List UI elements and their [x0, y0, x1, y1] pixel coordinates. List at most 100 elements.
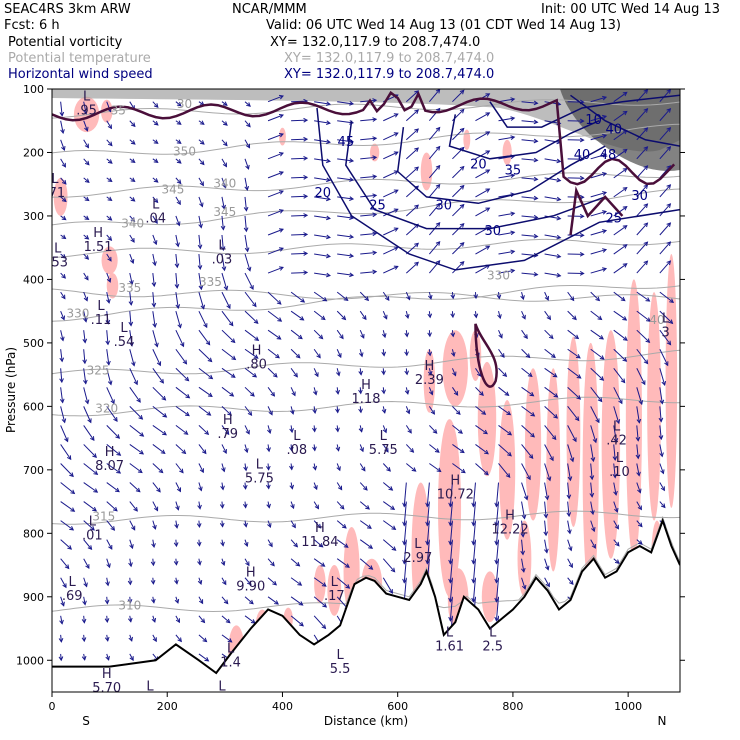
wind-vector-head: [393, 132, 399, 137]
axes: 100 200 300 400 500 600 700 800 900 1000 0 200 400 60…: [16, 83, 685, 713]
wind-vector-head: [60, 336, 65, 342]
wind-vector-head: [303, 213, 309, 218]
wind-vector: [83, 139, 89, 148]
wind-vector: [129, 311, 132, 326]
wind-vector-head: [579, 251, 585, 257]
wind-vector-head: [104, 636, 110, 642]
wind-vector-head: [388, 486, 394, 491]
wind-vector-head: [544, 295, 549, 301]
wind-vector: [175, 177, 182, 184]
wind-vector: [198, 139, 205, 145]
wind-vector-head: [458, 429, 463, 434]
wind-vector: [221, 234, 224, 251]
wind-vector: [521, 444, 534, 459]
wind-vector-head: [156, 361, 162, 367]
wind-vector-head: [459, 448, 465, 454]
wind-vector: [544, 177, 561, 182]
wind-vector-head: [173, 560, 179, 566]
wind-vector: [152, 120, 159, 126]
wind-vector: [221, 558, 225, 566]
wind-vector: [221, 577, 227, 585]
wind-vector: [405, 406, 410, 414]
wind-vector: [267, 348, 280, 359]
wind-vector-head: [153, 121, 159, 126]
wind-vector-head: [184, 376, 190, 382]
wind-vector: [244, 139, 250, 148]
wind-vector: [129, 406, 143, 420]
wind-vector: [636, 241, 648, 255]
wind-vector-head: [175, 618, 180, 624]
wind-vector: [449, 482, 453, 507]
wind-vector-head: [544, 495, 550, 501]
wind-vector: [244, 386, 255, 397]
wind-vector: [60, 310, 65, 320]
wind-vector: [129, 139, 136, 145]
wind-vector-head: [314, 372, 319, 378]
extremum-type-label: H: [450, 473, 460, 488]
extremum-value-label: .69: [62, 589, 83, 604]
theta-contour-label: 335: [118, 281, 141, 295]
wind-vector: [659, 444, 663, 457]
wind-vector-head: [82, 379, 88, 385]
wind-vector-head: [358, 352, 364, 358]
wind-vector-head: [451, 351, 456, 357]
pv-shading-blob: [481, 571, 498, 623]
wind-vector-head: [84, 178, 90, 183]
wind-vector: [613, 149, 628, 160]
wind-vector-head: [303, 232, 309, 237]
wind-vector-head: [196, 541, 202, 547]
wind-vector-head: [59, 398, 65, 404]
wind-vector-head: [244, 185, 250, 191]
wind-vector: [152, 349, 161, 366]
wind-vector: [198, 463, 204, 473]
extremum-value-label: 9.90: [236, 579, 265, 594]
wind-vector: [152, 501, 158, 511]
wind-vector-head: [278, 190, 284, 195]
wind-vector: [544, 310, 551, 320]
wind-vector-head: [556, 215, 562, 221]
wind-vector: [405, 311, 409, 319]
wind-vector: [175, 444, 186, 454]
wind-vector: [175, 539, 177, 547]
wind-vector-head: [162, 430, 167, 436]
wind-vector-head: [291, 523, 296, 529]
plot-area: 3503453453403403353353303303253203153103…: [52, 89, 680, 695]
extremum-type-label: L: [218, 680, 226, 695]
wind-vector-head: [221, 467, 226, 473]
wind-vector: [359, 463, 366, 472]
wind-vector-head: [591, 544, 596, 549]
wind-vector-head: [404, 332, 410, 338]
wind-vector-head: [361, 466, 366, 472]
wind-vector-head: [590, 457, 596, 463]
wind-vector-head: [404, 389, 410, 395]
wind-vector: [382, 558, 396, 573]
wind-vector-head: [202, 637, 208, 643]
wind-vector-head: [574, 416, 580, 422]
wind-vector-head: [300, 298, 306, 303]
wind-vector: [198, 329, 211, 345]
wind-vector-head: [225, 618, 231, 624]
wind-vector: [475, 112, 490, 122]
wind-vector-head: [151, 543, 156, 549]
extremum-type-label: L: [97, 299, 105, 314]
wind-vector-head: [390, 505, 396, 510]
wind-vector: [449, 596, 453, 621]
wind-vector-head: [459, 89, 465, 95]
wind-vector: [382, 577, 393, 594]
wind-vector: [267, 95, 284, 103]
theta-contour-label: 310: [118, 598, 141, 612]
wind-vector-head: [222, 449, 227, 454]
wind-vector-head: [69, 472, 74, 478]
wind-vector-head: [158, 468, 164, 474]
wind-vector: [152, 634, 157, 642]
wind-vector-head: [618, 399, 623, 405]
wind-vector: [521, 405, 535, 417]
wind-vector-head: [643, 146, 649, 151]
header: SEAC4RS 3km ARW Fcst: 6 h NCAR/MMM Init:…: [4, 2, 720, 82]
wind-vector: [521, 577, 526, 590]
wind-vector-head: [61, 197, 67, 203]
pv-contour: [569, 186, 624, 236]
wind-vector: [221, 310, 234, 326]
wind-vector-head: [265, 465, 271, 471]
wind-vector-head: [510, 249, 516, 255]
